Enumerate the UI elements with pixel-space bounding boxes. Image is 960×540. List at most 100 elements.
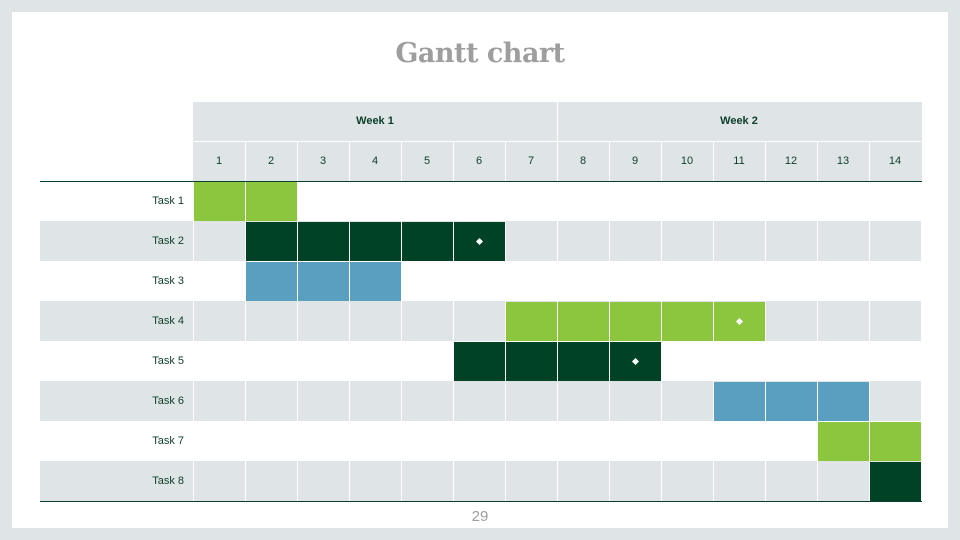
task-bar-cell[interactable] [298,222,349,261]
grid-line [297,461,298,501]
day-header-2: 2 [267,155,275,167]
week-header-2: Week 2 [720,115,758,127]
task-bar-cell[interactable] [246,222,297,261]
day-divider [401,141,402,181]
task-bar-cell[interactable] [506,342,557,381]
grid-line [765,221,766,261]
grid-line [401,221,402,261]
task-bar-cell[interactable] [558,342,609,381]
grid-line [297,301,298,341]
grid-line [505,381,506,421]
task-label-8: Task 8 [152,475,184,487]
day-divider [869,141,870,181]
task-bar-cell[interactable] [870,422,921,461]
grid-line [193,221,194,261]
task-label-3: Task 3 [152,275,184,287]
grid-line [869,301,870,341]
grid-line [661,301,662,341]
row-stripe [40,301,921,341]
day-divider [609,141,610,181]
grid-line [453,301,454,341]
task-bar-cell[interactable] [506,302,557,341]
grid-line [557,301,558,341]
day-header-1: 1 [215,155,223,167]
task-label-4: Task 4 [152,315,184,327]
day-divider [713,141,714,181]
grid-line [401,461,402,501]
grid-line [765,301,766,341]
day-header-12: 12 [784,155,798,167]
task-bar-cell[interactable] [454,342,505,381]
day-header-9: 9 [631,155,639,167]
task-bar-cell[interactable] [714,382,765,421]
task-bar-cell[interactable] [610,302,661,341]
grid-line [713,301,714,341]
slide-background [12,12,948,528]
day-divider [245,141,246,181]
task-label-2: Task 2 [152,235,184,247]
grid-line [661,461,662,501]
day-divider [765,141,766,181]
task-bar-cell[interactable] [662,302,713,341]
grid-line [921,461,922,501]
task-bar-cell[interactable] [298,262,349,301]
grid-line [817,461,818,501]
grid-line [765,461,766,501]
grid-line [349,221,350,261]
grid-line [921,381,922,421]
grid-line [453,381,454,421]
task-label-1: Task 1 [152,195,184,207]
week-divider [557,102,558,141]
grid-line [401,381,402,421]
task-bar-cell[interactable] [402,222,453,261]
task-bar-cell[interactable] [558,302,609,341]
day-header-6: 6 [475,155,483,167]
task-bar-cell[interactable] [350,262,401,301]
grid-line [297,381,298,421]
week-header-1: Week 1 [356,115,394,127]
task-bar-cell[interactable] [246,262,297,301]
day-divider [817,141,818,181]
table-top-rule [40,181,922,182]
grid-line [193,461,194,501]
grid-line [817,221,818,261]
grid-line [869,221,870,261]
task-bar-cell[interactable] [818,382,869,421]
grid-line [193,301,194,341]
grid-line [661,221,662,261]
task-label-7: Task 7 [152,435,184,447]
day-header-14: 14 [888,155,902,167]
grid-line [817,301,818,341]
grid-line [557,381,558,421]
task-bar-cell[interactable] [194,182,245,221]
grid-line [505,461,506,501]
grid-line [609,301,610,341]
day-header-11: 11 [733,155,745,167]
grid-line [349,461,350,501]
grid-line [505,221,506,261]
grid-line [921,301,922,341]
grid-line [609,381,610,421]
grid-line [817,381,818,421]
grid-line [661,381,662,421]
grid-line [245,381,246,421]
day-header-13: 13 [836,155,850,167]
day-divider [297,141,298,181]
task-bar-cell[interactable] [818,422,869,461]
grid-line [505,301,506,341]
day-header-7: 7 [527,155,535,167]
task-bar-cell[interactable] [766,382,817,421]
task-label-5: Task 5 [152,355,184,367]
task-bar-cell[interactable] [870,462,921,501]
grid-line [869,381,870,421]
grid-line [765,381,766,421]
task-bar-cell[interactable] [350,222,401,261]
day-divider [453,141,454,181]
day-header-3: 3 [319,155,327,167]
grid-line [453,461,454,501]
task-bar-cell[interactable] [246,182,297,221]
day-header-5: 5 [423,155,431,167]
grid-line [609,221,610,261]
slide-title: Gantt chart [395,38,565,69]
